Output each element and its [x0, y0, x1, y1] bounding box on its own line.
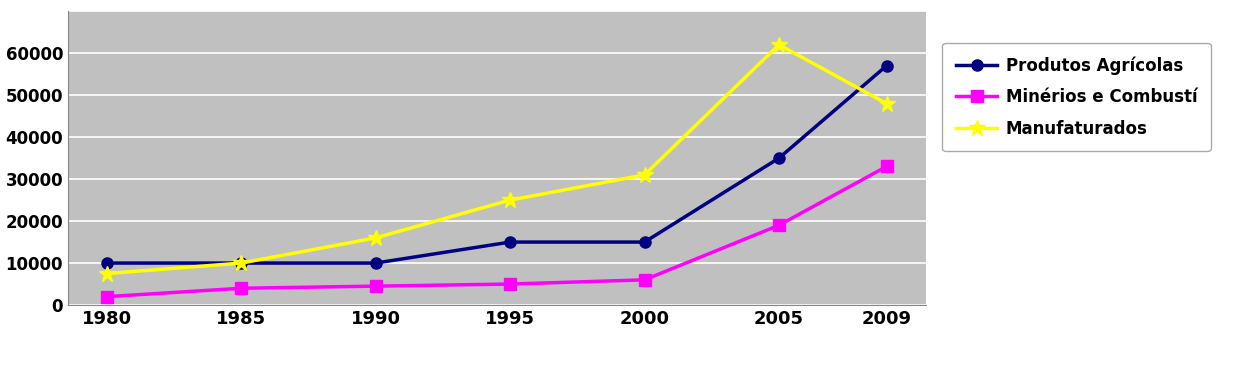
Manufaturados: [502, 198, 517, 202]
Line: Minérios e Combustí: Minérios e Combustí: [101, 161, 892, 302]
Produtos Agrícolas: [637, 240, 652, 244]
Line: Manufaturados: Manufaturados: [99, 36, 895, 282]
Minérios e Combustí: [502, 282, 517, 286]
Produtos Agrícolas: [502, 240, 517, 244]
Minérios e Combustí: [234, 286, 249, 291]
Produtos Agrícolas: [368, 261, 383, 265]
Produtos Agrícolas: [879, 64, 893, 68]
Manufaturados: [100, 271, 115, 276]
Minérios e Combustí: [879, 164, 893, 169]
Manufaturados: [234, 261, 249, 265]
Manufaturados: [771, 42, 786, 47]
Legend: Produtos Agrícolas, Minérios e Combustí, Manufaturados: Produtos Agrícolas, Minérios e Combustí,…: [943, 43, 1211, 151]
Minérios e Combustí: [100, 294, 115, 299]
Manufaturados: [879, 101, 893, 106]
Manufaturados: [368, 235, 383, 240]
Minérios e Combustí: [771, 223, 786, 228]
Minérios e Combustí: [368, 284, 383, 288]
Manufaturados: [637, 173, 652, 177]
Line: Produtos Agrícolas: Produtos Agrícolas: [101, 60, 892, 269]
Produtos Agrícolas: [100, 261, 115, 265]
Produtos Agrícolas: [771, 156, 786, 160]
Minérios e Combustí: [637, 278, 652, 282]
Produtos Agrícolas: [234, 261, 249, 265]
